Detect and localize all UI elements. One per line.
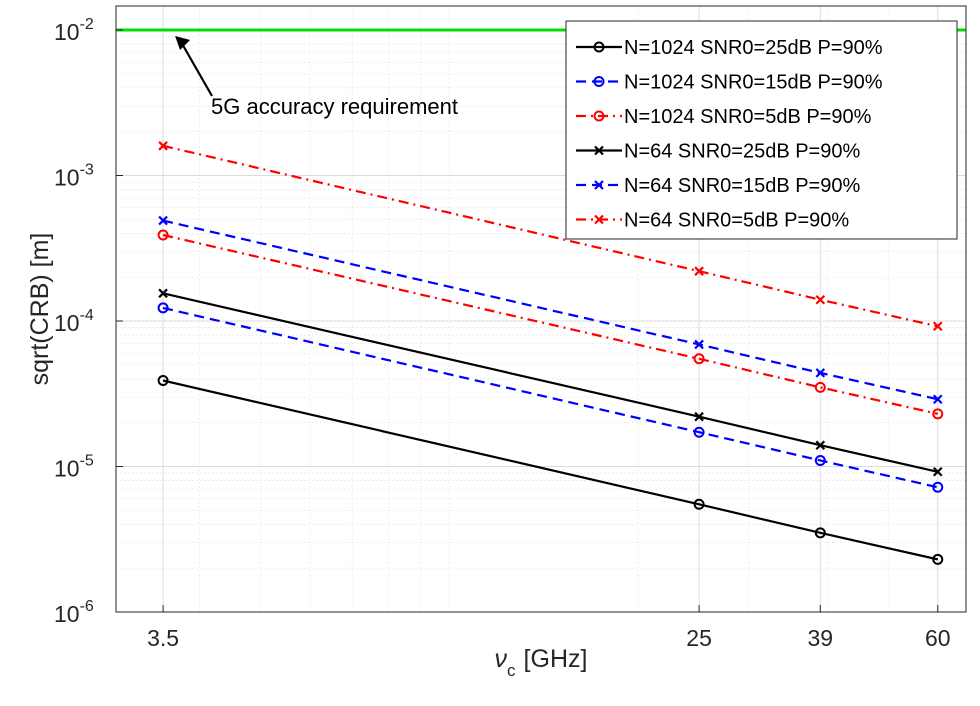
annotation-text: 5G accuracy requirement bbox=[211, 94, 458, 119]
series-group bbox=[157, 141, 944, 565]
y-tick-label: 10-4 bbox=[54, 307, 94, 336]
marker-circle bbox=[932, 408, 944, 420]
marker-circle bbox=[157, 302, 169, 314]
series-5 bbox=[158, 215, 943, 405]
legend-label: N=1024 SNR0=25dB P=90% bbox=[624, 37, 883, 59]
series-6 bbox=[158, 141, 943, 332]
series-1 bbox=[157, 375, 944, 565]
marker-circle bbox=[593, 110, 605, 122]
marker-x bbox=[158, 141, 168, 151]
legend-label: N=64 SNR0=5dB P=90% bbox=[624, 210, 849, 232]
x-tick-label: 39 bbox=[808, 625, 834, 651]
legend-label: N=64 SNR0=25dB P=90% bbox=[624, 141, 860, 163]
marker-x bbox=[932, 394, 943, 405]
y-axis-label: sqrt(CRB) [m] bbox=[26, 233, 54, 386]
legend: N=1024 SNR0=25dB P=90% N=1024 SNR0=15dB P… bbox=[565, 20, 958, 240]
marker-x bbox=[694, 411, 704, 422]
legend-label: N=1024 SNR0=15dB P=90% bbox=[624, 72, 883, 94]
marker-circle bbox=[932, 553, 944, 565]
y-tick-label: 10-6 bbox=[54, 598, 94, 627]
y-tick-label: 10-5 bbox=[54, 453, 94, 482]
ticks: 3.5 25 39 60 10-6 10-5 10-4 10-3 10-2 bbox=[54, 16, 951, 651]
annotation-arrow bbox=[180, 41, 213, 97]
marker-circle bbox=[157, 229, 169, 241]
x-axis-label: νc [GHz] bbox=[495, 645, 588, 680]
legend-box bbox=[565, 20, 958, 240]
x-tick-label: 25 bbox=[686, 625, 712, 651]
marker-circle bbox=[814, 381, 826, 393]
marker-circle bbox=[593, 41, 605, 53]
x-tick-label: 3.5 bbox=[147, 625, 179, 651]
legend-item: N=64 SNR0=15dB P=90% bbox=[576, 175, 860, 197]
series-line bbox=[162, 379, 938, 561]
legend-item: N=64 SNR0=25dB P=90% bbox=[576, 141, 860, 163]
marker-x bbox=[594, 214, 604, 225]
series-line bbox=[162, 292, 938, 473]
y-tick-label: 10-3 bbox=[54, 162, 94, 191]
marker-x bbox=[158, 215, 168, 226]
marker-x bbox=[594, 180, 604, 190]
series-line bbox=[162, 219, 938, 401]
legend-item: N=1024 SNR0=5dB P=90% bbox=[576, 106, 872, 128]
marker-circle bbox=[932, 481, 944, 493]
marker-circle bbox=[693, 498, 705, 510]
annotation-group: 5G accuracy requirement bbox=[175, 36, 458, 119]
marker-x bbox=[932, 466, 943, 477]
marker-x bbox=[694, 266, 704, 276]
plot-frame bbox=[115, 5, 967, 613]
marker-x bbox=[694, 339, 704, 350]
series-4 bbox=[158, 288, 943, 477]
marker-circle bbox=[693, 426, 705, 438]
series-3 bbox=[157, 229, 944, 420]
marker-circle bbox=[814, 454, 826, 466]
marker-x bbox=[594, 145, 604, 156]
marker-x bbox=[815, 440, 826, 451]
marker-circle bbox=[593, 76, 605, 87]
x-tick-label: 60 bbox=[925, 625, 951, 651]
marker-x bbox=[815, 294, 826, 305]
series-2 bbox=[157, 302, 944, 493]
legend-item: N=64 SNR0=5dB P=90% bbox=[576, 210, 849, 232]
marker-x bbox=[932, 321, 943, 332]
y-tick-label: 10-2 bbox=[54, 16, 94, 45]
series-line bbox=[162, 144, 938, 328]
annotation-arrowhead bbox=[175, 36, 191, 51]
marker-x bbox=[815, 368, 826, 378]
marker-circle bbox=[157, 375, 169, 387]
legend-item: N=1024 SNR0=25dB P=90% bbox=[576, 37, 883, 59]
legend-item: N=1024 SNR0=15dB P=90% bbox=[576, 72, 883, 94]
series-line bbox=[162, 306, 938, 489]
marker-circle bbox=[814, 527, 826, 539]
legend-label: N=64 SNR0=15dB P=90% bbox=[624, 175, 860, 197]
series-line bbox=[162, 233, 938, 415]
marker-circle bbox=[693, 353, 705, 365]
legend-label: N=1024 SNR0=5dB P=90% bbox=[624, 106, 872, 128]
marker-x bbox=[158, 288, 168, 299]
